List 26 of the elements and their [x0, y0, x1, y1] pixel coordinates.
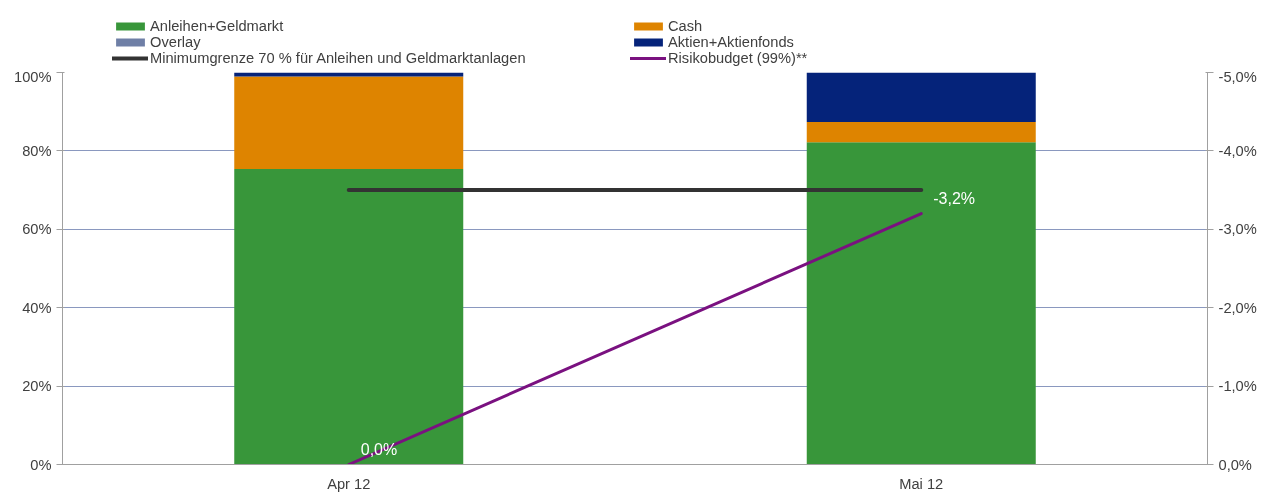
- bar: [806, 72, 1036, 122]
- data-label: -3,2%: [933, 189, 976, 207]
- y2-tick-label: -3,0%: [1218, 221, 1257, 238]
- y2-tick-label: -5,0%: [1218, 68, 1257, 85]
- legend-label: Cash: [668, 18, 704, 34]
- x-tick-label: Apr 12: [327, 475, 371, 492]
- legend-label: Minimumgrenze 70 % für Anleihen und Geldmarktanlagen: [150, 50, 527, 66]
- bar: [234, 168, 464, 465]
- legend-label: Overlay: [150, 34, 202, 50]
- y-tick-label: 100%: [14, 68, 52, 85]
- bar: [806, 142, 1036, 465]
- y-tick-label: 40%: [22, 299, 52, 316]
- y2-tick-label: -1,0%: [1218, 378, 1257, 395]
- legend-label: Anleihen+Geldmarkt: [150, 18, 285, 34]
- y-tick-label: 80%: [22, 142, 52, 159]
- y2-tick-label: -4,0%: [1218, 142, 1257, 159]
- legend-label: Aktien+Aktienfonds: [668, 34, 795, 50]
- bar: [234, 76, 464, 169]
- y2-tick-label: 0,0%: [1218, 456, 1252, 473]
- legend-label: Risikobudget (99%)**: [668, 50, 809, 66]
- y-tick-label: 20%: [22, 378, 52, 395]
- x-tick-label: Mai 12: [899, 475, 944, 492]
- y-tick-label: 0%: [30, 456, 52, 473]
- y2-tick-label: -2,0%: [1218, 299, 1257, 316]
- y-tick-label: 60%: [22, 221, 52, 238]
- bar: [806, 121, 1036, 143]
